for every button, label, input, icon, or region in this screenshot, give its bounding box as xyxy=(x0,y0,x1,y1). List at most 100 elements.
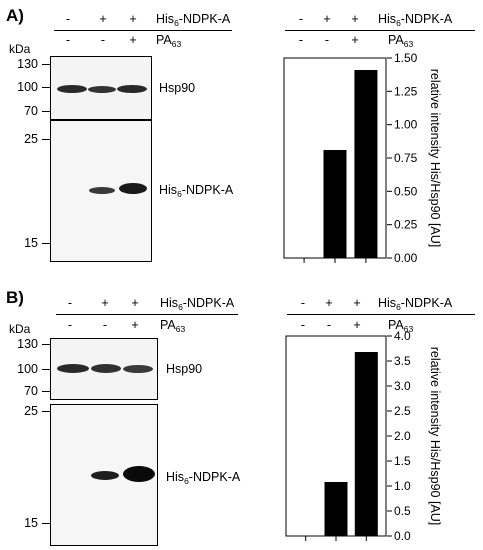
y-tick-label: 1.5 xyxy=(394,454,411,468)
bar-chart: 0.00 0.25 0.50 0.75 1.00 1.25 1.50 relative int… xyxy=(283,51,442,265)
marker-130: 130 xyxy=(17,337,38,351)
marker-tick xyxy=(42,111,50,112)
lane2-pa-sign: - xyxy=(102,318,108,332)
pa63-header: PA63 xyxy=(156,33,182,49)
hsp90-band xyxy=(88,86,116,93)
lane1-pa-sign: - xyxy=(65,33,71,47)
his-ndpk-label: His6-NDPK-A xyxy=(166,470,241,486)
lane1-pa-sign: - xyxy=(67,318,73,332)
y-axis-label: relative intensity His/Hsp90 [AU] xyxy=(428,347,442,526)
bar xyxy=(323,150,347,258)
marker-tick xyxy=(42,344,50,345)
lane1-his-sign: - xyxy=(67,296,73,310)
lane3-pa-sign: + xyxy=(131,318,139,332)
panel-label: A) xyxy=(6,6,24,25)
marker-70: 70 xyxy=(24,384,38,398)
marker-25: 25 xyxy=(24,404,38,418)
y-tick-label: 3.5 xyxy=(394,354,411,368)
lane3-his-sign: + xyxy=(131,296,139,310)
bar-chart: 0.0 0.5 1.0 1.5 2.0 2.5 3.0 3.5 4.0 relative inte… xyxy=(285,330,442,543)
hsp90-label: Hsp90 xyxy=(159,81,196,95)
lane3-his-sign: + xyxy=(129,12,137,26)
chart-lane1-his-sign: - xyxy=(300,296,306,310)
hsp90-band xyxy=(57,85,87,93)
marker-15: 15 xyxy=(24,236,38,250)
y-tick-label: 2.0 xyxy=(394,429,411,443)
y-tick-label: 0.25 xyxy=(394,218,418,232)
his-ndpk-band xyxy=(89,187,115,194)
his-ndpk-blot xyxy=(50,120,152,262)
lane1-his-sign: - xyxy=(65,12,71,26)
pa63-header: PA63 xyxy=(160,318,186,334)
marker-tick xyxy=(42,139,50,140)
marker-70: 70 xyxy=(24,104,38,118)
chart-lane2-pa-sign: - xyxy=(324,33,330,47)
marker-tick xyxy=(42,87,50,88)
y-tick-label: 0.75 xyxy=(394,151,418,165)
y-tick-label: 1.25 xyxy=(394,84,418,98)
chart-his-ndpk-header: His6-NDPK-A xyxy=(378,296,453,312)
y-axis-label: relative intensity His/Hsp90 [AU] xyxy=(428,69,442,248)
marker-25: 25 xyxy=(24,132,38,146)
his-ndpk-band xyxy=(119,183,147,194)
marker-tick xyxy=(42,64,50,65)
bar xyxy=(354,352,378,536)
chart-lane3-pa-sign: + xyxy=(351,33,359,47)
hsp90-label: Hsp90 xyxy=(166,362,203,376)
chart-lane1-his-sign: - xyxy=(298,12,304,26)
y-tick-label: 3.0 xyxy=(394,379,411,393)
marker-15: 15 xyxy=(24,516,38,530)
y-tick-label: 1.50 xyxy=(394,51,418,65)
lane3-pa-sign: + xyxy=(129,33,137,47)
his-ndpk-label: His6-NDPK-A xyxy=(159,183,234,199)
marker-130: 130 xyxy=(17,57,38,71)
chart-pa63-header: PA63 xyxy=(388,33,414,49)
y-tick-label: 1.0 xyxy=(394,479,411,493)
chart-lane2-his-sign: + xyxy=(325,296,333,310)
hsp90-blot xyxy=(50,56,152,120)
y-tick-label: 0.0 xyxy=(394,529,411,543)
marker-100: 100 xyxy=(17,80,38,94)
his-ndpk-band xyxy=(123,466,155,482)
marker-tick xyxy=(42,243,50,244)
chart-lane3-his-sign: + xyxy=(351,12,359,26)
his-ndpk-header: His6-NDPK-A xyxy=(160,296,235,312)
y-tick-label: 0.00 xyxy=(394,251,418,265)
chart-lane3-his-sign: + xyxy=(353,296,361,310)
chart-pa63-header: PA63 xyxy=(388,318,414,334)
chart-his-ndpk-header: His6-NDPK-A xyxy=(378,12,453,28)
bar xyxy=(354,70,378,258)
y-tick-label: 1.00 xyxy=(394,118,418,132)
panel-label: B) xyxy=(6,288,24,307)
chart-lane3-pa-sign: + xyxy=(353,318,361,332)
y-tick-label: 0.50 xyxy=(394,184,418,198)
kda-unit: kDa xyxy=(9,42,31,56)
his-ndpk-band xyxy=(91,471,119,480)
chart-lane2-pa-sign: - xyxy=(326,318,332,332)
his-ndpk-blot xyxy=(50,404,158,546)
chart-header-rule xyxy=(285,30,475,31)
chart-lane1-pa-sign: - xyxy=(298,33,304,47)
chart-lane2-his-sign: + xyxy=(323,12,331,26)
kda-unit: kDa xyxy=(9,322,31,336)
y-tick-label: 2.5 xyxy=(394,404,411,418)
header-rule xyxy=(56,314,238,315)
lane2-his-sign: + xyxy=(99,12,107,26)
y-tick-label: 0.5 xyxy=(394,504,411,518)
chart-lane1-pa-sign: - xyxy=(300,318,306,332)
hsp90-band xyxy=(123,365,153,373)
his-ndpk-header: His6-NDPK-A xyxy=(156,12,231,28)
marker-tick xyxy=(42,369,50,370)
hsp90-band xyxy=(57,364,89,373)
marker-tick xyxy=(42,523,50,524)
hsp90-band xyxy=(117,85,147,93)
marker-tick xyxy=(42,391,50,392)
hsp90-band xyxy=(91,364,121,373)
y-tick-label: 4.0 xyxy=(394,330,411,343)
lane2-pa-sign: - xyxy=(100,33,106,47)
header-rule xyxy=(54,30,232,31)
chart-header-rule xyxy=(287,314,475,315)
hsp90-blot xyxy=(50,338,158,400)
marker-tick xyxy=(42,411,50,412)
bar xyxy=(324,482,348,536)
